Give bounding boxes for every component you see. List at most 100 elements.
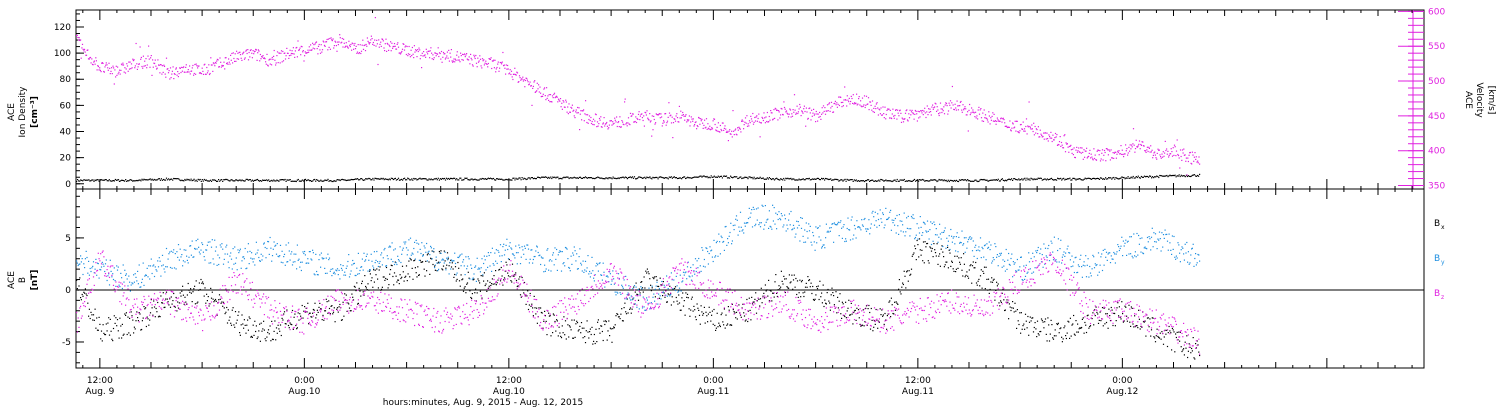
- bx-point: [93, 319, 95, 321]
- velocity-point: [375, 45, 377, 47]
- velocity-point: [785, 111, 787, 113]
- bx-point: [935, 255, 937, 257]
- bx-point: [281, 317, 283, 319]
- bx-point: [992, 279, 994, 281]
- by-point: [576, 253, 578, 255]
- ion-density-point: [138, 179, 140, 181]
- ion-density-point: [751, 176, 753, 179]
- by-point: [566, 248, 568, 250]
- by-point: [434, 267, 436, 269]
- velocity-point: [947, 113, 949, 115]
- velocity-point: [812, 112, 814, 114]
- bx-point: [705, 311, 707, 313]
- ion-density-point: [903, 178, 905, 181]
- bx-point: [979, 275, 982, 277]
- bx-point: [333, 307, 335, 309]
- bx-point: [583, 327, 585, 329]
- velocity-point: [611, 124, 613, 126]
- velocity-point: [809, 107, 811, 109]
- velocity-point: [424, 54, 426, 56]
- bx-point: [926, 243, 928, 245]
- ion-density-point: [889, 180, 891, 182]
- bx-point: [185, 301, 187, 303]
- velocity-point: [931, 106, 933, 108]
- bx-point: [452, 268, 454, 270]
- by-point: [363, 252, 365, 254]
- ion-density-point: [1157, 175, 1159, 178]
- velocity-point: [980, 117, 983, 119]
- velocity-point: [756, 115, 758, 117]
- bx-point: [735, 317, 737, 319]
- velocity-point: [554, 97, 556, 99]
- bx-point: [646, 268, 648, 270]
- by-point: [264, 246, 266, 249]
- velocity-point: [1127, 152, 1129, 154]
- bx-point: [937, 263, 939, 265]
- ion-density-point: [1081, 179, 1083, 181]
- bx-point: [308, 323, 310, 325]
- velocity-point: [1134, 148, 1137, 150]
- ion-density-point: [896, 178, 898, 181]
- bx-point: [685, 292, 687, 294]
- by-point: [299, 266, 301, 268]
- by-point: [320, 266, 322, 268]
- ion-density-point: [210, 180, 213, 182]
- ion-density-point: [1062, 178, 1064, 180]
- velocity-point: [994, 120, 996, 122]
- bx-point: [291, 309, 294, 312]
- velocity-point: [1105, 148, 1107, 150]
- bx-point: [215, 300, 217, 302]
- velocity-point: [1058, 144, 1060, 146]
- ion-density-point: [995, 179, 997, 181]
- by-point: [214, 250, 217, 252]
- ion-density-point: [334, 180, 336, 182]
- bx-point: [222, 305, 224, 307]
- velocity-point: [1162, 151, 1164, 153]
- bx-point: [545, 320, 547, 322]
- bx-point: [894, 309, 896, 311]
- velocity-point: [790, 116, 792, 118]
- by-point: [532, 258, 534, 261]
- bx-point: [490, 284, 492, 287]
- velocity-point: [971, 107, 973, 109]
- bx-point: [108, 334, 111, 336]
- velocity-point: [510, 73, 512, 76]
- ion-density-point: [145, 179, 147, 181]
- bx-point: [160, 295, 162, 297]
- ion-density-point: [374, 177, 376, 179]
- velocity-point: [569, 111, 571, 113]
- velocity-point: [290, 52, 292, 55]
- velocity-point: [481, 58, 484, 60]
- bx-point: [987, 289, 989, 291]
- bx-point: [576, 322, 579, 324]
- velocity-point: [376, 43, 378, 45]
- velocity-point: [1118, 150, 1120, 152]
- bx-point: [850, 302, 852, 304]
- ion-density-point: [151, 178, 153, 180]
- ion-density-point: [1022, 179, 1024, 181]
- bx-point: [1185, 347, 1187, 349]
- velocity-point: [864, 106, 866, 109]
- bx-point: [898, 288, 900, 290]
- by-point: [222, 248, 224, 250]
- ion-density-point: [832, 179, 834, 181]
- by-point: [417, 251, 419, 253]
- by-point: [352, 263, 355, 265]
- ion-density-point: [530, 177, 532, 179]
- by-point: [209, 241, 211, 243]
- ion-density-point: [957, 180, 960, 183]
- ion-density-point: [768, 177, 770, 179]
- bx-point: [877, 327, 879, 329]
- ion-density-point: [563, 176, 565, 178]
- velocity-point: [559, 98, 562, 100]
- ion-density-point: [721, 177, 723, 179]
- bx-point: [779, 288, 781, 290]
- ion-density-point: [626, 178, 628, 180]
- bx-point: [801, 279, 803, 282]
- velocity-point: [848, 97, 850, 99]
- ion-density-point: [441, 177, 443, 180]
- ion-density-point: [826, 178, 828, 180]
- bx-point: [562, 332, 564, 334]
- velocity-point: [877, 114, 879, 116]
- bx-point: [230, 322, 232, 324]
